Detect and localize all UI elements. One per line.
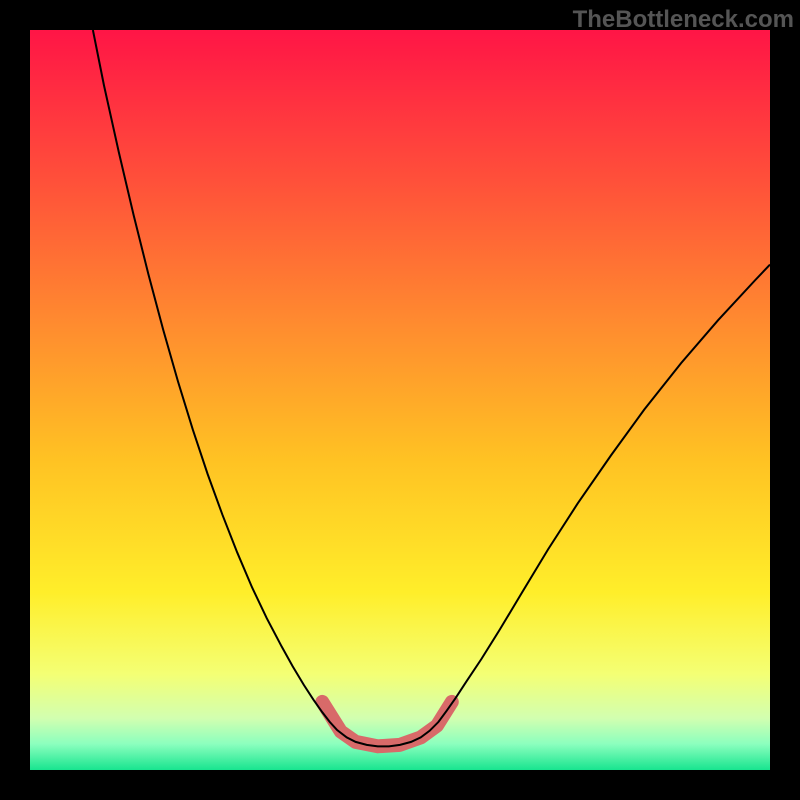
gradient-background [30, 30, 770, 770]
plot-area [30, 30, 770, 770]
watermark-label: TheBottleneck.com [573, 6, 794, 34]
chart-svg [30, 30, 770, 770]
chart-frame: TheBottleneck.com [0, 0, 800, 800]
